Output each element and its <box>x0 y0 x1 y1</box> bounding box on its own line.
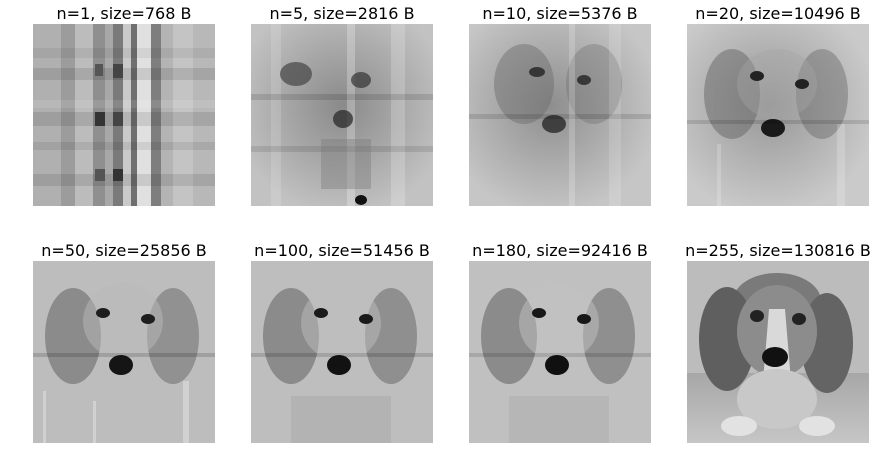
panel-title: n=100, size=51456 B <box>221 241 463 261</box>
reconstruction-image-n1 <box>33 24 215 206</box>
reconstruction-image-n255 <box>687 261 869 443</box>
reconstruction-image-n20 <box>687 24 869 206</box>
panel-title: n=180, size=92416 B <box>439 241 681 261</box>
panel-title: n=5, size=2816 B <box>221 4 463 24</box>
panel-title: n=10, size=5376 B <box>439 4 681 24</box>
panel-title: n=1, size=768 B <box>3 4 245 24</box>
reconstruction-image-n180 <box>469 261 651 443</box>
reconstruction-image-n100 <box>251 261 433 443</box>
panel-title: n=20, size=10496 B <box>657 4 882 24</box>
reconstruction-image-n50 <box>33 261 215 443</box>
reconstruction-image-n10 <box>469 24 651 206</box>
reconstruction-image-n5 <box>251 24 433 206</box>
panel-title: n=50, size=25856 B <box>3 241 245 261</box>
panel-title: n=255, size=130816 B <box>657 241 882 261</box>
